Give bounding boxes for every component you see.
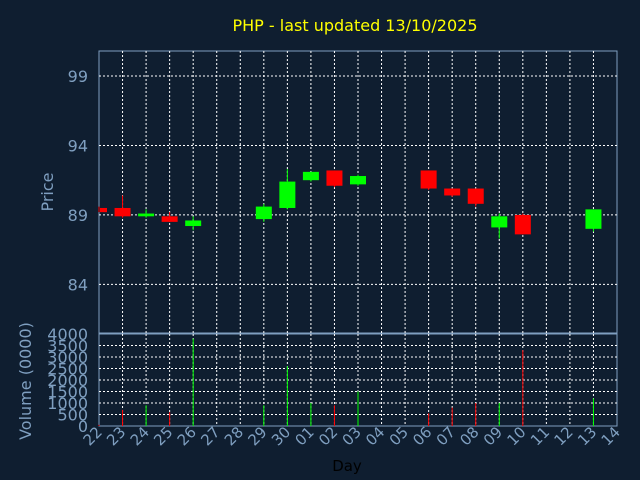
candle-body [326,170,343,186]
candle-body [114,207,131,217]
price-tick-label: 94 [68,136,88,155]
x-tick-label: 24 [127,423,153,449]
x-tick-label: 09 [480,423,506,449]
price-tick-labels: 84 89 94 99 [68,67,88,294]
price-tick-label: 89 [68,206,88,225]
candle-body [514,214,531,235]
volume-tick-label: 3000 [47,348,88,367]
candle-body [302,171,319,181]
candle-body [255,206,272,220]
x-tick-label: 25 [150,423,176,449]
candle-body [444,188,461,196]
candle-body [185,220,202,227]
volume-tick-label: 2000 [47,371,88,390]
volume-tick-label: 0 [78,417,88,436]
x-tick-label: 07 [433,423,459,449]
candle-body [138,213,155,217]
candle-body [100,207,107,213]
candle-body [467,188,484,204]
candle-body [350,176,366,185]
price-axis-label: Price [38,172,57,211]
x-tick-label: 06 [409,423,435,449]
x-tick-label: 08 [456,423,482,449]
candle-body [491,216,508,228]
x-tick-label: 14 [598,423,624,449]
x-tick-label: 30 [268,423,294,449]
volume-bars [98,338,594,426]
x-tick-label: 27 [197,423,223,449]
candle-body [279,181,296,208]
x-tick-label: 11 [527,423,553,449]
chart-title: PHP - last updated 13/10/2025 [232,16,477,35]
candle-body [161,216,178,222]
volume-tick-label: 1500 [47,383,88,402]
x-tick-label: 05 [386,423,412,449]
x-tick-label: 03 [339,423,365,449]
x-axis-label: Day [332,457,362,475]
candle-body [585,209,602,229]
candle-body [420,170,437,189]
x-tick-label: 04 [362,423,388,449]
x-tick-label: 01 [292,423,318,449]
price-grid [99,51,617,333]
volume-tick-label: 3500 [47,337,88,356]
x-tick-label: 13 [574,423,600,449]
x-tick-label: 23 [103,423,129,449]
price-tick-label: 99 [68,67,88,86]
x-tick-label: 12 [551,423,577,449]
x-tick-label: 28 [221,423,247,449]
volume-tick-label: 500 [57,406,88,425]
volume-tick-label: 4000 [47,325,88,344]
x-tick-label: 29 [244,423,270,449]
price-tick-label: 84 [68,275,88,294]
x-tick-label: 10 [503,423,529,449]
candlesticks [98,169,602,239]
volume-axis-label: Volume (0000) [16,322,35,440]
x-tick-label: 26 [174,423,200,449]
volume-tick-label: 1000 [47,394,88,413]
x-tick-label: 02 [315,423,341,449]
volume-tick-label: 2500 [47,360,88,379]
x-tick-labels: 2223242526272829300102030405060708091011… [80,423,624,449]
